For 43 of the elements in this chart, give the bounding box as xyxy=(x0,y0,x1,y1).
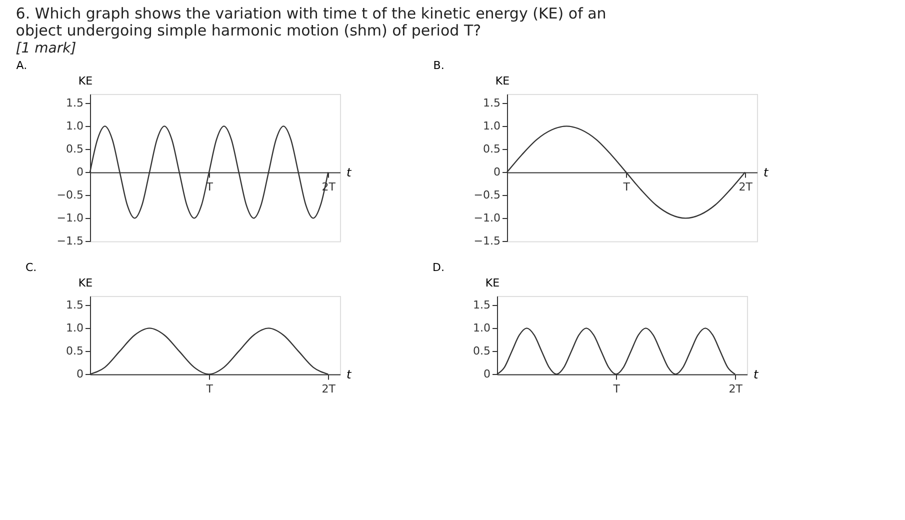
x-tick-label: 2T xyxy=(728,382,743,396)
y-tick-label: −1.0 xyxy=(56,212,84,225)
y-tick-label: −1.0 xyxy=(474,212,500,225)
x-tick-label: T xyxy=(622,180,630,194)
y-tick-label: 0.5 xyxy=(66,344,84,358)
y-tick-label: 1.5 xyxy=(66,298,84,312)
y-tick-label: 1.0 xyxy=(473,322,490,335)
y-axis-title: KE xyxy=(485,276,500,290)
x-tick-label: 2T xyxy=(738,180,753,194)
x-axis-title: t xyxy=(754,368,760,382)
text: [1 mark] xyxy=(16,40,76,56)
y-tick-label: 1.0 xyxy=(66,322,84,335)
x-tick-label: T xyxy=(612,382,620,396)
y-tick-label: −0.5 xyxy=(56,188,84,202)
chart-title: A. xyxy=(16,59,28,72)
x-axis-title: t xyxy=(764,166,770,180)
chart-title: D. xyxy=(432,261,444,274)
y-axis-title: KE xyxy=(78,276,93,290)
chart-title: C. xyxy=(26,261,37,274)
y-tick-label: 0.5 xyxy=(473,344,490,358)
y-tick-label: 1.5 xyxy=(66,96,84,110)
y-tick-label: 1.0 xyxy=(66,120,84,133)
x-axis-title: t xyxy=(346,368,352,382)
y-tick-label: 0 xyxy=(484,368,490,381)
y-tick-label: 1.5 xyxy=(483,96,500,110)
y-tick-label: −1.5 xyxy=(474,234,500,248)
y-tick-label: −1.5 xyxy=(56,234,84,248)
y-axis-title: KE xyxy=(495,74,510,88)
y-axis-title: KE xyxy=(78,74,93,88)
chart-title: B. xyxy=(433,59,444,72)
y-tick-label: −0.5 xyxy=(474,188,500,202)
y-tick-label: 1.0 xyxy=(483,120,500,133)
x-axis-title: t xyxy=(346,166,352,180)
y-tick-label: 0 xyxy=(494,166,500,179)
x-tick-label: 2T xyxy=(322,382,336,396)
y-tick-label: 0.5 xyxy=(483,142,500,156)
y-tick-label: 0.5 xyxy=(66,142,84,156)
x-tick-label: T xyxy=(205,382,214,396)
x-tick-label: T xyxy=(205,180,214,194)
y-tick-label: 1.5 xyxy=(473,298,490,312)
y-tick-label: 0 xyxy=(76,166,84,179)
y-tick-label: 0 xyxy=(76,368,84,381)
text: 6. Which graph shows the variation with time t of the kinetic energy (KE) of an object undergoing simple harmonic motion (shm) of period T? xyxy=(16,4,606,40)
